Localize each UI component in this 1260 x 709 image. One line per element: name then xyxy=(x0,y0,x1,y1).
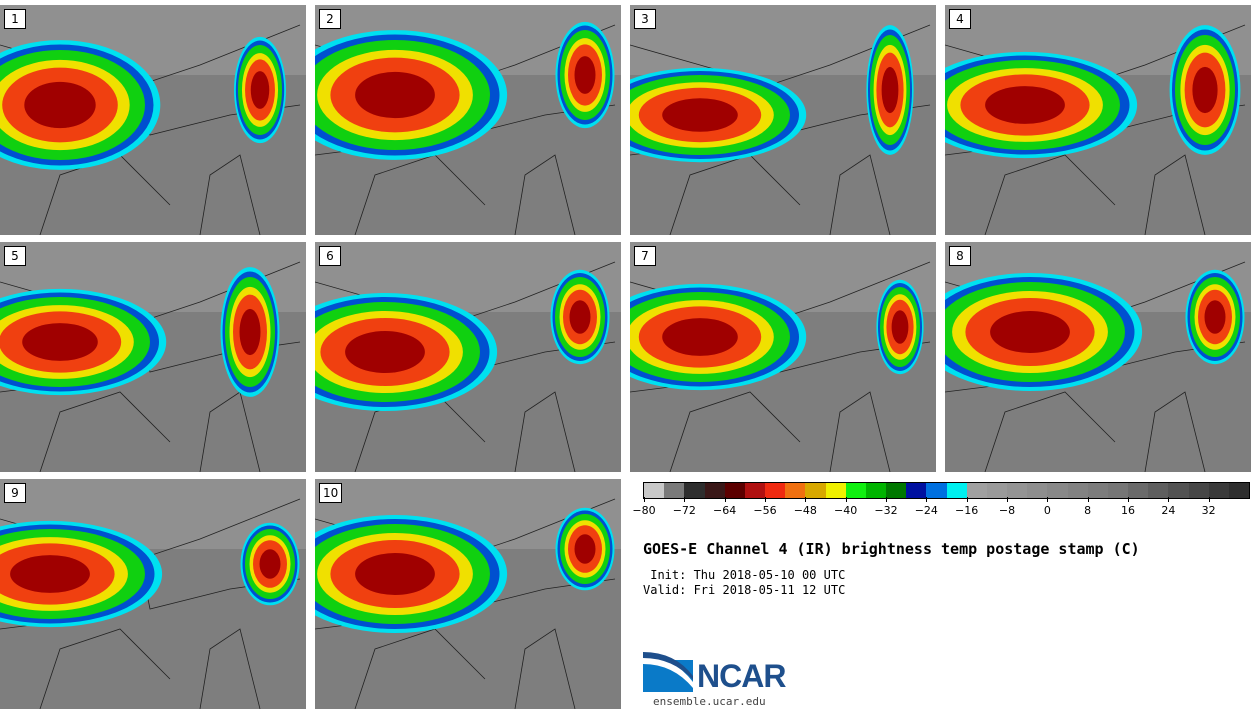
colorbar-segment xyxy=(704,483,725,498)
colorbar-tick xyxy=(1208,497,1210,502)
colorbar-tick xyxy=(644,497,645,502)
colorbar-segment xyxy=(1128,483,1149,498)
ncar-logo-icon xyxy=(643,652,693,692)
satellite-image xyxy=(315,5,621,235)
postage-stamp-7: 7 xyxy=(630,242,936,472)
satellite-image xyxy=(945,242,1251,472)
colorbar-tick-label: −48 xyxy=(793,504,817,517)
colorbar-tick-label: 0 xyxy=(1043,504,1051,517)
panel-number: 7 xyxy=(634,246,656,266)
colorbar-segment xyxy=(724,483,745,498)
colorbar-tick-label: −56 xyxy=(753,504,777,517)
colorbar-tick xyxy=(1047,497,1049,502)
colorbar-segment xyxy=(825,483,846,498)
colorbar-segment xyxy=(946,483,967,498)
panel-number: 1 xyxy=(4,9,26,29)
colorbar-segment xyxy=(845,483,866,498)
colorbar-tick xyxy=(765,497,766,502)
colorbar-tick xyxy=(966,497,968,502)
satellite-image xyxy=(0,479,306,709)
colorbar-segment xyxy=(1188,483,1209,498)
panel-number: 5 xyxy=(4,246,26,266)
panel-number: 10 xyxy=(319,483,343,503)
satellite-image xyxy=(945,5,1251,235)
satellite-image xyxy=(315,479,621,709)
colorbar-segment xyxy=(926,483,947,498)
colorbar-tick xyxy=(845,497,847,502)
postage-stamp-3: 3 xyxy=(630,5,936,235)
colorbar-tick-label: −8 xyxy=(998,504,1016,517)
figure-title: GOES-E Channel 4 (IR) brightness temp po… xyxy=(643,540,1140,558)
colorbar-tick-label: −32 xyxy=(874,504,898,517)
postage-stamp-1: 1 xyxy=(0,5,306,235)
init-time: Init: Thu 2018-05-10 00 UTC xyxy=(643,568,846,582)
colorbar-segment xyxy=(1107,483,1129,498)
colorbar-segment xyxy=(684,483,705,498)
colorbar-segment xyxy=(664,483,685,498)
colorbar-segment xyxy=(906,483,927,498)
panel-number: 2 xyxy=(319,9,341,29)
colorbar-tick-label: 8 xyxy=(1084,504,1092,517)
colorbar-segment xyxy=(1007,483,1028,498)
colorbar-segment xyxy=(1148,483,1169,498)
colorbar-tick xyxy=(1168,497,1170,502)
site-url: ensemble.ucar.edu xyxy=(653,695,766,708)
colorbar-tick xyxy=(1128,497,1129,502)
satellite-image xyxy=(630,5,936,235)
colorbar-segment xyxy=(744,483,766,498)
colorbar-tick-label: −16 xyxy=(955,504,979,517)
satellite-image xyxy=(630,242,936,472)
colorbar-tick-label: −80 xyxy=(632,504,656,517)
colorbar-tick-label: −64 xyxy=(713,504,737,517)
postage-stamp-2: 2 xyxy=(315,5,621,235)
colorbar-tick-label: 16 xyxy=(1121,504,1135,517)
colorbar-tick-label: 24 xyxy=(1161,504,1176,517)
postage-stamp-6: 6 xyxy=(315,242,621,472)
postage-stamp-9: 9 xyxy=(0,479,306,709)
colorbar-segment xyxy=(1027,483,1048,498)
colorbar-tick xyxy=(684,497,686,502)
satellite-image xyxy=(0,242,306,472)
colorbar-segment xyxy=(644,483,665,498)
panel-number: 9 xyxy=(4,483,26,503)
colorbar-segment xyxy=(1208,483,1229,498)
colorbar-segment xyxy=(886,483,907,498)
satellite-image xyxy=(315,242,621,472)
satellite-image xyxy=(0,5,306,235)
colorbar-segment xyxy=(1067,483,1088,498)
colorbar-segment xyxy=(805,483,826,498)
colorbar-segment xyxy=(1228,483,1250,498)
postage-stamp-8: 8 xyxy=(945,242,1251,472)
colorbar-tick xyxy=(805,497,807,502)
colorbar-tick xyxy=(926,497,928,502)
colorbar-segment xyxy=(765,483,786,498)
panel-number: 4 xyxy=(949,9,971,29)
colorbar-segment xyxy=(865,483,887,498)
colorbar-tick xyxy=(886,497,887,502)
colorbar-segment xyxy=(1087,483,1108,498)
colorbar-tick-label: 32 xyxy=(1201,504,1216,517)
postage-stamp-10: 10 xyxy=(315,479,621,709)
postage-stamp-5: 5 xyxy=(0,242,306,472)
colorbar-tick xyxy=(1007,497,1008,502)
colorbar-segment xyxy=(966,483,987,498)
colorbar xyxy=(643,482,1250,499)
colorbar-segment xyxy=(986,483,1008,498)
colorbar-segment xyxy=(785,483,806,498)
colorbar-segment xyxy=(1047,483,1068,498)
colorbar-tick xyxy=(1087,497,1089,502)
colorbar-tick xyxy=(724,497,726,502)
panel-number: 3 xyxy=(634,9,656,29)
valid-time: Valid: Fri 2018-05-11 12 UTC xyxy=(643,583,846,597)
colorbar-tick-label: −72 xyxy=(672,504,696,517)
panel-number: 6 xyxy=(319,246,341,266)
logo-wordmark: NCAR xyxy=(697,658,786,694)
panel-number: 8 xyxy=(949,246,971,266)
colorbar-tick-label: −24 xyxy=(914,504,938,517)
colorbar-tick-label: −40 xyxy=(834,504,858,517)
postage-stamp-4: 4 xyxy=(945,5,1251,235)
colorbar-segment xyxy=(1168,483,1189,498)
